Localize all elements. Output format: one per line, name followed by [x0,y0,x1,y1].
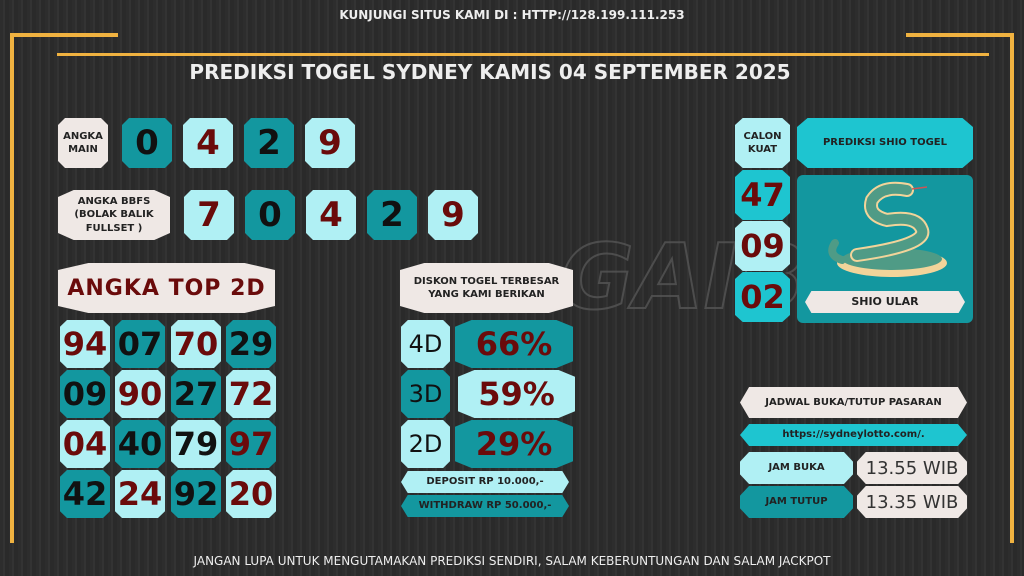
calon-number: 09 [735,221,790,271]
bbfs-digit: 2 [367,190,417,240]
diskon-pct: 29% [455,420,573,468]
bbfs-digit: 4 [306,190,356,240]
deposit-info: DEPOSIT RP 10.000,- [401,471,569,493]
top2d-number: 29 [226,320,276,368]
withdraw-info: WITHDRAW RP 50.000,- [401,495,569,517]
top2d-number: 20 [226,470,276,518]
top2d-number: 72 [226,370,276,418]
diskon-type: 4D [401,320,450,368]
calon-number: 47 [735,170,790,220]
bbfs-digit: 7 [184,190,234,240]
top2d-number: 92 [171,470,221,518]
top2d-number: 94 [60,320,110,368]
jam-tutup-label: JAM TUTUP [740,486,853,518]
calon-number: 02 [735,272,790,322]
snake-icon [828,181,947,277]
jam-tutup-value: 13.35 WIB [857,486,967,518]
angka-main-digit: 2 [244,118,294,168]
top2d-number: 70 [171,320,221,368]
top2d-number: 27 [171,370,221,418]
top2d-number: 04 [60,420,110,468]
top2d-number: 24 [115,470,165,518]
top2d-number: 09 [60,370,110,418]
frame-line [10,33,14,543]
title-underline [57,53,989,56]
diskon-type: 3D [401,370,450,418]
shio-name: SHIO ULAR [805,291,965,313]
top2d-number: 40 [115,420,165,468]
frame-line [906,33,1014,37]
top2d-number: 97 [226,420,276,468]
bbfs-digit: 0 [245,190,295,240]
diskon-type: 2D [401,420,450,468]
calon-kuat-label: CALON KUAT [735,118,790,168]
angka-main-digit: 4 [183,118,233,168]
top2d-number: 90 [115,370,165,418]
diskon-pct: 59% [458,370,575,418]
diskon-label: DISKON TOGEL TERBESAR YANG KAMI BERIKAN [400,263,573,313]
frame-line [10,33,118,37]
bbfs-digit: 9 [428,190,478,240]
top2d-number: 79 [171,420,221,468]
jadwal-header: JADWAL BUKA/TUTUP PASARAN [740,387,967,418]
top2d-label: ANGKA TOP 2D [58,263,275,313]
top-notice: KUNJUNGI SITUS KAMI DI : HTTP://128.199.… [339,8,685,22]
footer-note: JANGAN LUPA UNTUK MENGUTAMAKAN PREDIKSI … [193,554,831,568]
angka-main-digit: 0 [122,118,172,168]
top2d-number: 07 [115,320,165,368]
page-title: PREDIKSI TOGEL SYDNEY KAMIS 04 SEPTEMBER… [189,60,791,84]
shio-header: PREDIKSI SHIO TOGEL [797,118,973,168]
jadwal-url-link[interactable]: https://sydneylotto.com/. [740,424,967,446]
diskon-pct: 66% [455,320,573,368]
jam-buka-value: 13.55 WIB [857,452,967,484]
angka-main-digit: 9 [305,118,355,168]
top2d-number: 42 [60,470,110,518]
bbfs-label: ANGKA BBFS (BOLAK BALIK FULLSET ) [58,190,170,240]
frame-line [1010,33,1014,543]
angka-main-label: ANGKA MAIN [58,118,108,168]
jam-buka-label: JAM BUKA [740,452,853,484]
